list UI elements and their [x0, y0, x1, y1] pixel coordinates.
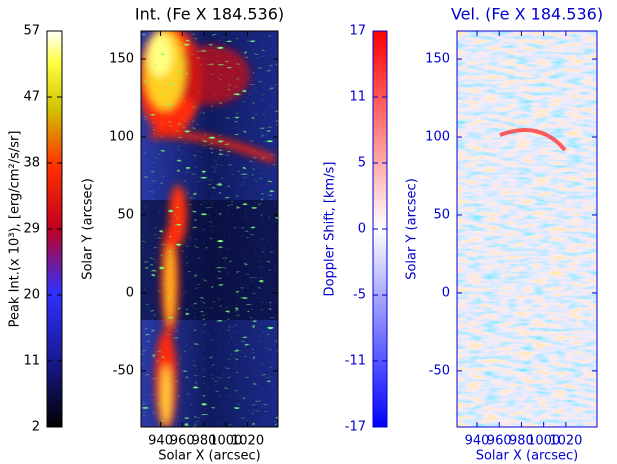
y-axis-label: Solar Y (arcsec) — [405, 178, 420, 280]
frame — [140, 30, 279, 428]
x-tick-label: 980 — [192, 434, 217, 449]
y-tick-label: -17 — [345, 420, 366, 435]
frame — [46, 30, 63, 428]
x-tick-label: 1000 — [209, 434, 242, 449]
y-tick-label: 150 — [109, 52, 134, 67]
y-tick-label: 20 — [23, 288, 40, 303]
y-tick-label: 38 — [23, 155, 40, 170]
intensity-map — [141, 31, 278, 427]
frame — [372, 30, 388, 428]
x-tick-label: 960 — [170, 434, 195, 449]
velocity-map — [457, 31, 597, 427]
x-tick-label: 980 — [509, 434, 534, 449]
chart-title: Int. (Fe X 184.536) — [135, 5, 284, 24]
y-tick-label: 0 — [126, 285, 134, 300]
y-tick-label: 5 — [358, 155, 366, 170]
y-axis-label: Solar Y (arcsec) — [81, 178, 96, 280]
frame — [456, 30, 598, 428]
y-tick-label: 57 — [23, 24, 40, 39]
y-tick-label: 0 — [358, 222, 366, 237]
y-tick-label: -50 — [113, 363, 134, 378]
y-tick-label: 150 — [425, 52, 450, 67]
y-tick-label: 2 — [32, 420, 40, 435]
x-tick-label: 940 — [148, 434, 173, 449]
chart-title: Vel. (Fe X 184.536) — [451, 5, 603, 24]
x-axis-label: Solar X (arcsec) — [158, 449, 261, 464]
y-axis-label: Peak Int.(x 10³), [erg/cm²/s/sr] — [8, 131, 23, 328]
y-tick-label: 11 — [349, 90, 366, 105]
y-tick-label: 47 — [23, 90, 40, 105]
y-tick-label: -5 — [353, 288, 366, 303]
y-tick-label: 29 — [23, 222, 40, 237]
x-tick-label: 1000 — [527, 434, 560, 449]
y-tick-label: 100 — [425, 130, 450, 145]
doppler-colorbar — [373, 31, 387, 427]
y-tick-label: 50 — [117, 207, 134, 222]
x-tick-label: 940 — [465, 434, 490, 449]
x-axis-label: Solar X (arcsec) — [476, 449, 579, 464]
y-tick-label: -50 — [429, 363, 450, 378]
y-axis-label: Doppler Shift, [km/s] — [323, 162, 338, 297]
x-tick-label: 1020 — [231, 434, 264, 449]
y-tick-label: -11 — [345, 353, 366, 368]
y-tick-label: 11 — [23, 353, 40, 368]
y-tick-label: 17 — [349, 24, 366, 39]
y-tick-label: 0 — [442, 285, 450, 300]
intensity-colorbar — [47, 31, 62, 427]
x-tick-label: 1020 — [549, 434, 582, 449]
y-tick-label: 100 — [109, 130, 134, 145]
y-tick-label: 50 — [433, 207, 450, 222]
x-tick-label: 960 — [487, 434, 512, 449]
